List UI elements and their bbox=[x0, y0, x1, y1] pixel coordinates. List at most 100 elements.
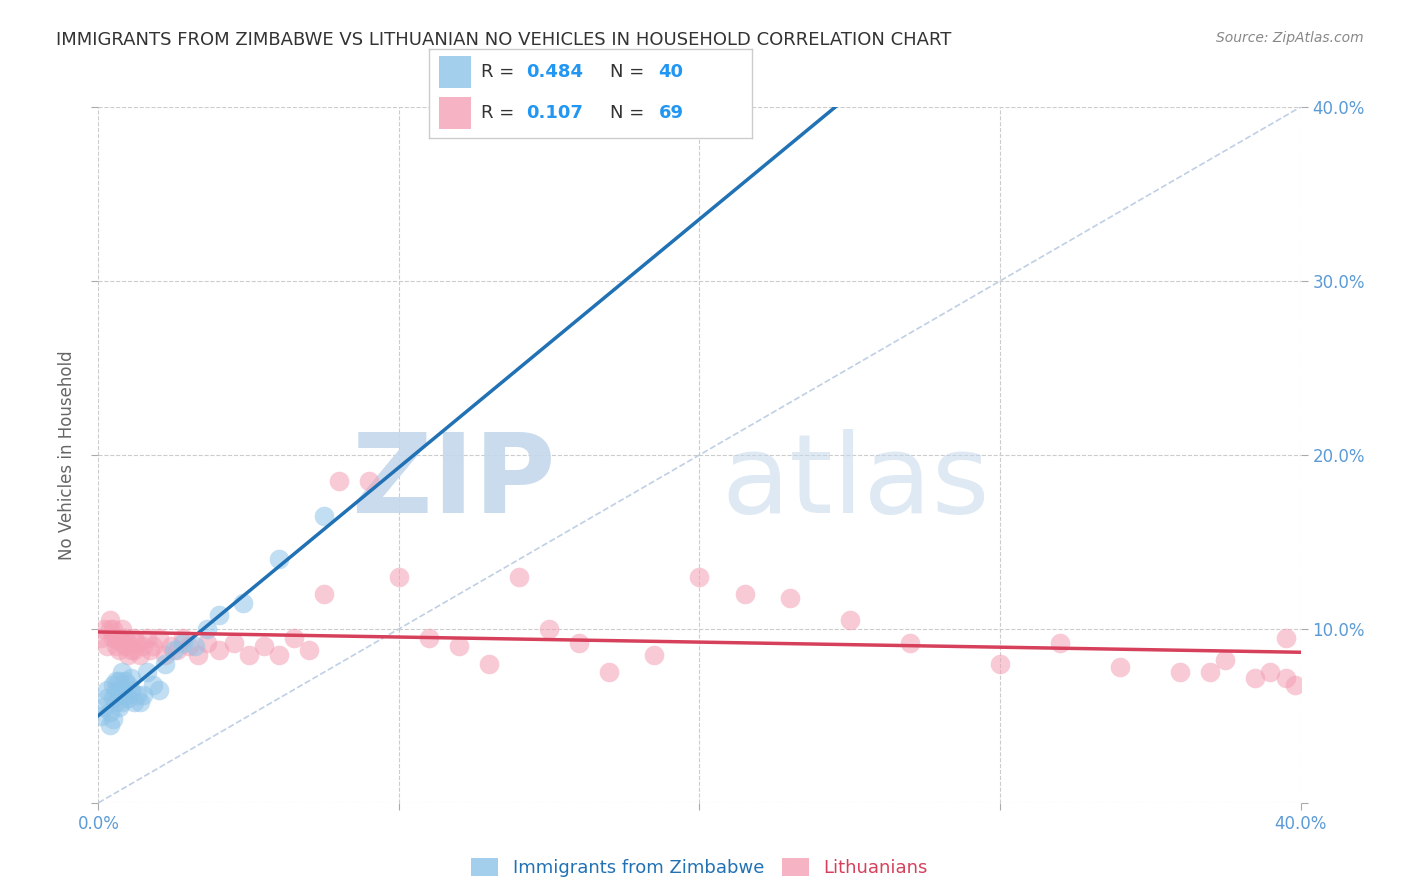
Point bbox=[105, 695, 128, 709]
Point bbox=[114, 688, 136, 702]
Point bbox=[253, 639, 276, 653]
Point bbox=[1274, 631, 1296, 645]
Point bbox=[111, 695, 134, 709]
Point bbox=[117, 636, 139, 650]
Point bbox=[238, 648, 260, 662]
Point bbox=[108, 631, 131, 645]
Point bbox=[124, 642, 146, 657]
Point bbox=[108, 700, 131, 714]
Point bbox=[195, 622, 218, 636]
Point bbox=[111, 636, 134, 650]
Point bbox=[129, 695, 152, 709]
Point bbox=[208, 642, 231, 657]
Point bbox=[643, 648, 665, 662]
Point bbox=[172, 631, 194, 645]
Text: 0.484: 0.484 bbox=[526, 63, 583, 81]
Point bbox=[312, 508, 335, 523]
Text: 69: 69 bbox=[658, 104, 683, 122]
Y-axis label: No Vehicles in Household: No Vehicles in Household bbox=[58, 350, 76, 560]
Point bbox=[100, 706, 122, 720]
Point bbox=[93, 700, 115, 714]
Point bbox=[183, 639, 205, 653]
Point bbox=[135, 631, 157, 645]
Point bbox=[779, 591, 801, 605]
Point bbox=[148, 682, 170, 697]
Point bbox=[121, 682, 143, 697]
Point bbox=[172, 636, 194, 650]
Point bbox=[90, 631, 112, 645]
Point bbox=[141, 677, 163, 691]
Point bbox=[1049, 636, 1071, 650]
Point bbox=[111, 665, 134, 680]
Point bbox=[734, 587, 756, 601]
Point bbox=[328, 474, 350, 488]
Point bbox=[166, 642, 188, 657]
Text: atlas: atlas bbox=[721, 429, 990, 536]
Point bbox=[117, 677, 139, 691]
Text: N =: N = bbox=[610, 63, 650, 81]
Point bbox=[1274, 671, 1296, 685]
Point bbox=[96, 682, 118, 697]
Point bbox=[195, 636, 218, 650]
Bar bbox=[439, 56, 471, 88]
Point bbox=[114, 639, 136, 653]
Text: R =: R = bbox=[481, 104, 520, 122]
Point bbox=[124, 695, 146, 709]
Point bbox=[132, 639, 155, 653]
Point bbox=[222, 636, 245, 650]
Point bbox=[159, 639, 181, 653]
Bar bbox=[439, 97, 471, 129]
Text: ZIP: ZIP bbox=[352, 429, 555, 536]
Point bbox=[838, 613, 860, 627]
Point bbox=[141, 639, 163, 653]
Point bbox=[90, 708, 112, 723]
Point bbox=[538, 622, 561, 636]
Point bbox=[988, 657, 1011, 671]
Point bbox=[121, 671, 143, 685]
Point bbox=[96, 639, 118, 653]
Point bbox=[117, 648, 139, 662]
Point bbox=[1215, 653, 1237, 667]
Point bbox=[689, 570, 711, 584]
Point bbox=[312, 587, 335, 601]
Point bbox=[283, 631, 305, 645]
Point bbox=[1284, 677, 1306, 691]
Text: Source: ZipAtlas.com: Source: ZipAtlas.com bbox=[1216, 31, 1364, 45]
Point bbox=[1244, 671, 1267, 685]
Point bbox=[108, 674, 131, 689]
Point bbox=[121, 642, 143, 657]
Point bbox=[93, 622, 115, 636]
Text: R =: R = bbox=[481, 63, 520, 81]
Point bbox=[478, 657, 501, 671]
Point bbox=[105, 631, 128, 645]
Point bbox=[508, 570, 530, 584]
Text: 0.107: 0.107 bbox=[526, 104, 582, 122]
Point bbox=[105, 682, 128, 697]
Point bbox=[114, 631, 136, 645]
Point bbox=[111, 622, 134, 636]
Point bbox=[148, 631, 170, 645]
Point bbox=[898, 636, 921, 650]
Text: N =: N = bbox=[610, 104, 650, 122]
Point bbox=[129, 648, 152, 662]
Point bbox=[1199, 665, 1222, 680]
Point bbox=[298, 642, 321, 657]
Point bbox=[162, 642, 184, 657]
Point bbox=[96, 691, 118, 706]
Point bbox=[153, 657, 176, 671]
Point bbox=[1109, 660, 1132, 674]
Point bbox=[108, 688, 131, 702]
Point bbox=[105, 639, 128, 653]
Point bbox=[187, 648, 209, 662]
Point bbox=[267, 552, 290, 566]
Point bbox=[598, 665, 620, 680]
Point bbox=[103, 691, 125, 706]
Point bbox=[138, 642, 160, 657]
Point bbox=[447, 639, 470, 653]
Point bbox=[105, 674, 128, 689]
Point bbox=[418, 631, 440, 645]
Point bbox=[1170, 665, 1192, 680]
Point bbox=[103, 631, 125, 645]
Point bbox=[111, 682, 134, 697]
Point bbox=[388, 570, 411, 584]
